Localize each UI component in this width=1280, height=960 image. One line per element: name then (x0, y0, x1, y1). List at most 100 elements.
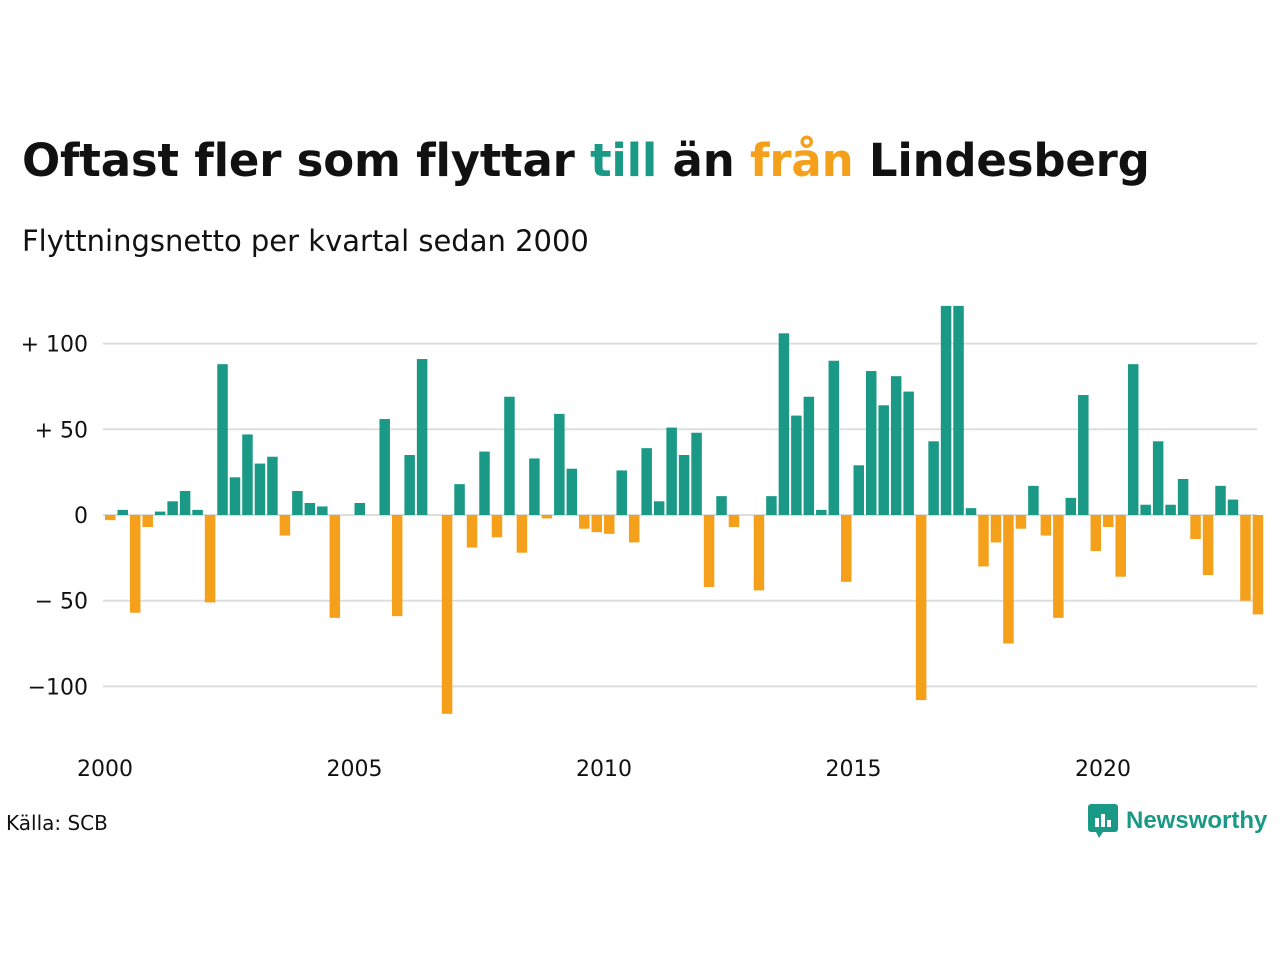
bar (666, 427, 677, 515)
bar (878, 405, 889, 515)
title-part-2: än (657, 134, 751, 187)
bar (791, 415, 802, 515)
bar (242, 434, 253, 515)
bar (192, 509, 203, 515)
bar (504, 396, 515, 515)
bar (841, 515, 852, 582)
bar (965, 508, 977, 515)
bar (554, 413, 565, 515)
bar (566, 468, 578, 515)
bar (1040, 515, 1052, 536)
x-tick-label: 2000 (77, 757, 133, 782)
bar (616, 470, 627, 515)
bar (1227, 499, 1239, 515)
y-tick-label: −100 (28, 675, 88, 700)
y-tick-label: + 50 (35, 418, 88, 443)
bar (890, 376, 902, 515)
bar (466, 515, 478, 548)
source-label: Källa: SCB (6, 811, 108, 835)
bar (915, 515, 927, 701)
x-tick-label: 2015 (826, 757, 882, 782)
bar (217, 364, 228, 515)
bar-chart: + 100 + 50 0 − 50 −100 2000 2005 2010 2015 2020 (21, 305, 1264, 782)
bar (1065, 497, 1077, 515)
bar (105, 515, 116, 521)
bar (865, 371, 877, 515)
bar (903, 391, 914, 515)
bar (803, 396, 815, 515)
bar (179, 491, 191, 515)
y-tick-label: + 100 (21, 333, 88, 358)
y-tick-label: − 50 (35, 590, 88, 615)
bar (416, 359, 428, 515)
bar (1090, 515, 1102, 551)
bar (167, 501, 178, 515)
bar (454, 484, 465, 515)
bar (1252, 515, 1264, 615)
bar (816, 509, 827, 515)
bar (229, 477, 241, 515)
bar (1165, 504, 1176, 515)
bar (753, 515, 765, 591)
x-tick-label: 2020 (1075, 757, 1131, 782)
bar (304, 503, 316, 515)
bar (653, 501, 665, 515)
newsworthy-logo: Newsworthy (1088, 804, 1267, 838)
bar (1115, 515, 1126, 577)
bar (778, 333, 790, 515)
bar (853, 465, 864, 515)
bar (716, 496, 727, 515)
bar (154, 511, 166, 515)
bar (404, 455, 415, 515)
bar (928, 441, 939, 515)
bar (678, 455, 690, 515)
bar (1078, 395, 1089, 515)
bar (142, 515, 153, 527)
x-tick-label: 2005 (327, 757, 383, 782)
bar (1177, 479, 1189, 515)
bar (279, 515, 291, 536)
title-fran: från (750, 134, 854, 187)
bar (990, 515, 1002, 543)
bar (317, 506, 328, 515)
bar (117, 509, 128, 515)
bar (1140, 504, 1151, 515)
bar (267, 456, 278, 515)
bar (940, 305, 952, 515)
bar (628, 515, 640, 543)
bar (491, 515, 503, 538)
y-tick-label: 0 (74, 504, 88, 529)
bar (1015, 515, 1027, 529)
title-part-1: Oftast fler som flyttar (22, 134, 591, 187)
bar (579, 515, 590, 529)
bar (354, 503, 365, 515)
bar (204, 515, 216, 603)
bar (703, 515, 715, 587)
bar (1053, 515, 1064, 618)
bar (1202, 515, 1214, 575)
bar (1190, 515, 1201, 539)
bar (1003, 515, 1014, 644)
bar (691, 432, 702, 515)
bar (479, 451, 490, 515)
bar (978, 515, 989, 567)
bar (728, 515, 740, 527)
bar (379, 419, 390, 515)
bar (292, 491, 303, 515)
bars (105, 305, 1264, 714)
x-tick-label: 2010 (576, 757, 632, 782)
bar (766, 496, 777, 515)
bar (1152, 441, 1164, 515)
bar (391, 515, 403, 617)
bar (953, 305, 964, 515)
bar (529, 458, 540, 515)
bar (441, 515, 453, 714)
bar (254, 463, 266, 515)
bar (1103, 515, 1114, 527)
bar (541, 515, 553, 519)
bar (1240, 515, 1251, 601)
chart-title: Oftast fler som flyttar till än från Lin… (22, 134, 1150, 187)
y-axis-labels: + 100 + 50 0 − 50 −100 (21, 333, 88, 701)
bar (1127, 364, 1139, 515)
title-till: till (590, 134, 658, 187)
